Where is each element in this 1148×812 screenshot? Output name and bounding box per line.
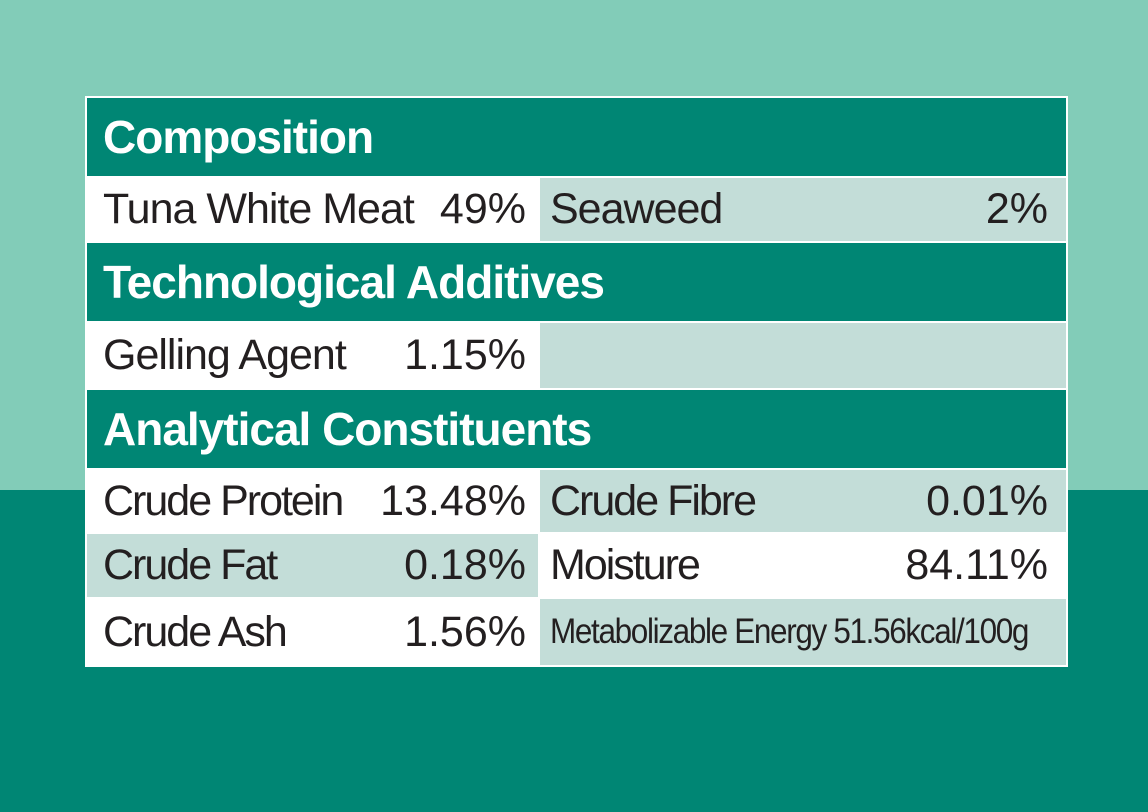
composition-row-1-right: Seaweed 2%: [540, 178, 1066, 241]
composition-header: Composition: [87, 98, 1066, 176]
additive-value: 1.15%: [404, 331, 526, 379]
technological-additives-title: Technological Additives: [103, 256, 605, 308]
constituent-label: Crude Ash: [103, 607, 288, 656]
analytical-constituents-title: Analytical Constituents: [103, 403, 592, 455]
ingredient-value: 2%: [985, 185, 1048, 233]
composition-row-1-left: Tuna White Meat 49%: [87, 178, 538, 241]
constituents-row-2-right: Moisture 84.11%: [540, 534, 1066, 597]
constituents-row-2-left: Crude Fat 0.18%: [87, 534, 538, 597]
constituent-label: Crude Protein: [103, 476, 344, 525]
analytical-constituents-header: Analytical Constituents: [87, 390, 1066, 468]
constituents-row-1-right: Crude Fibre 0.01%: [540, 470, 1066, 532]
nutrition-table: Composition Tuna White Meat 49% Seaweed …: [85, 96, 1068, 667]
constituent-value: 0.01%: [926, 476, 1048, 525]
constituent-label: Crude Fibre: [550, 476, 757, 525]
constituent-value: 1.56%: [404, 607, 526, 656]
constituent-label: Moisture: [550, 541, 701, 589]
constituents-row-1-left: Crude Protein 13.48%: [87, 470, 538, 532]
additives-row-1-right: [540, 323, 1066, 388]
constituent-label: Crude Fat: [103, 541, 278, 589]
additives-row-1-left: Gelling Agent 1.15%: [87, 323, 538, 388]
additive-label: Gelling Agent: [103, 331, 347, 379]
metabolizable-energy-label: Metabolizable Energy 51.56kcal/100g: [550, 612, 1029, 651]
constituent-value: 13.48%: [380, 476, 526, 525]
ingredient-value: 49%: [439, 185, 526, 233]
constituents-row-3-right: Metabolizable Energy 51.56kcal/100g: [540, 599, 1066, 665]
composition-title: Composition: [103, 111, 374, 163]
constituents-row-3-left: Crude Ash 1.56%: [87, 599, 538, 665]
constituent-value: 84.11%: [905, 541, 1048, 589]
constituent-value: 0.18%: [404, 541, 526, 589]
ingredient-label: Tuna White Meat: [103, 185, 415, 233]
ingredient-label: Seaweed: [550, 185, 723, 233]
technological-additives-header: Technological Additives: [87, 243, 1066, 321]
